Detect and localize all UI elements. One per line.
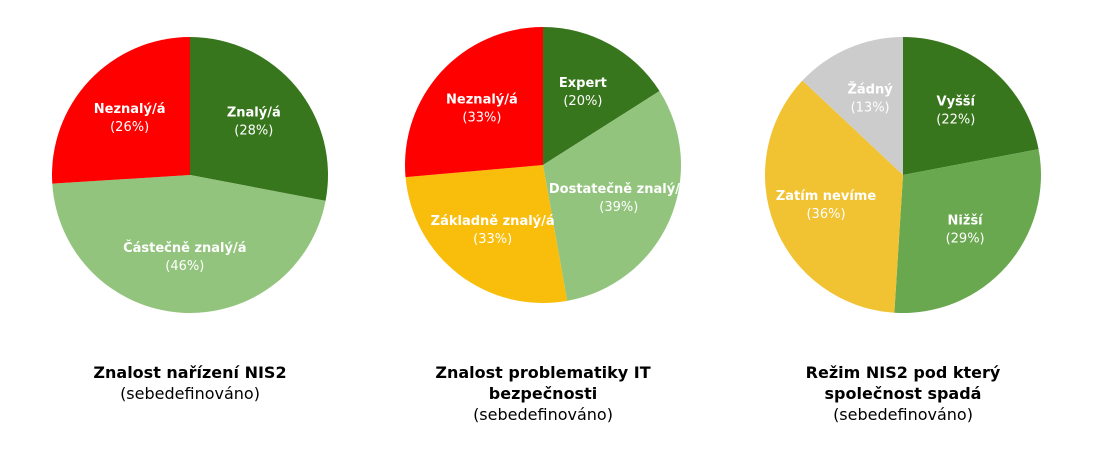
pie-slice	[405, 27, 543, 178]
slice-value-label: (33%)	[462, 111, 501, 126]
pie-slice	[903, 37, 1039, 175]
slice-label: Nižší	[948, 213, 985, 228]
slice-label: Dostatečně znalý/á	[549, 182, 689, 197]
slice-value-label: (39%)	[599, 200, 638, 215]
slice-value-label: (20%)	[563, 94, 602, 109]
pie-slice	[543, 27, 660, 165]
slice-label: Částečně znalý/á	[123, 240, 246, 256]
slice-label: Znalý/á	[227, 106, 281, 121]
chart-caption: Režim NIS2 pod který společnost spadá (se…	[783, 362, 1023, 425]
pie-slice	[405, 165, 568, 304]
chart-subtitle: (sebedefinováno)	[120, 384, 260, 403]
chart-caption: Znalost nařízení NIS2 (sebedefinováno)	[70, 362, 310, 404]
pie-slice	[543, 91, 682, 301]
pie-slice	[52, 37, 190, 184]
slice-label: Žádný	[847, 82, 893, 98]
pie-slice	[894, 149, 1041, 314]
pie-slice	[765, 80, 903, 313]
chart-title: Znalost nařízení NIS2	[93, 363, 287, 382]
slice-label: Základně znalý/á	[431, 214, 555, 229]
slice-value-label: (36%)	[806, 207, 845, 222]
slice-value-label: (22%)	[936, 113, 975, 128]
slice-label: Expert	[559, 76, 607, 91]
chart-title: Znalost problematiky IT bezpečnosti	[435, 363, 651, 403]
slice-label: Neznalý/á	[446, 93, 518, 108]
slice-value-label: (28%)	[234, 124, 273, 139]
chart-subtitle: (sebedefinováno)	[473, 405, 613, 424]
chart-subtitle: (sebedefinováno)	[833, 405, 973, 424]
chart-caption: Znalost problematiky IT bezpečnosti (sebe…	[423, 362, 663, 425]
slice-value-label: (26%)	[110, 120, 149, 135]
slice-value-label: (13%)	[851, 101, 890, 116]
slice-value-label: (33%)	[473, 232, 512, 247]
pie-slice	[52, 175, 326, 314]
pie-slice	[802, 37, 903, 175]
slice-value-label: (46%)	[165, 259, 204, 274]
chart-title: Režim NIS2 pod který společnost spadá	[805, 363, 1001, 403]
slice-label: Vyšší	[937, 95, 977, 110]
slice-label: Neznalý/á	[94, 102, 166, 117]
pie-slice	[190, 37, 328, 201]
slice-label: Zatím nevíme	[776, 189, 876, 204]
slice-value-label: (29%)	[946, 231, 985, 246]
